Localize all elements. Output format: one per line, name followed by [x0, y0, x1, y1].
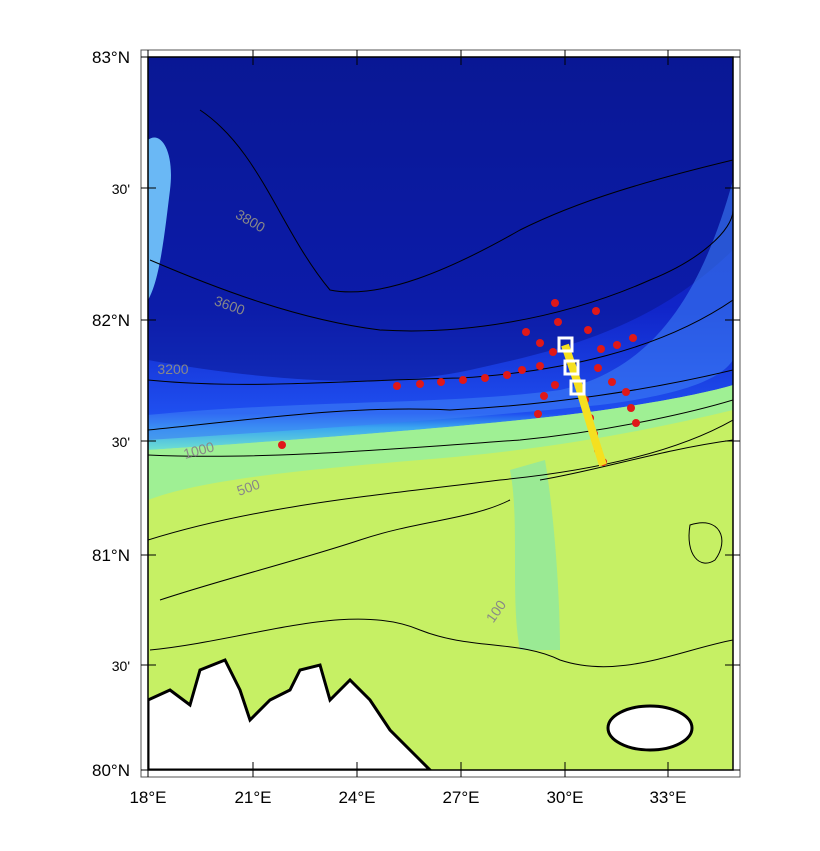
- slope: [148, 180, 733, 440]
- contour-label: 500: [235, 476, 263, 499]
- mooring: [569, 379, 586, 396]
- lon-label: 27°E: [442, 788, 479, 807]
- island-shelf: [148, 137, 171, 300]
- lat-label: 82°N: [92, 311, 130, 330]
- lon-label: 33°E: [649, 788, 686, 807]
- lat-label: 80°N: [92, 761, 130, 780]
- lat-label: 81°N: [92, 546, 130, 565]
- island: [606, 704, 694, 752]
- land: [148, 658, 433, 770]
- contour-label: 1000: [182, 438, 216, 462]
- lon-label: 24°E: [338, 788, 375, 807]
- frame: [147, 56, 734, 771]
- mooring: [557, 336, 574, 353]
- lat-label: 83°N: [92, 48, 130, 67]
- lat-label: 30': [112, 658, 130, 674]
- lon-label: 30°E: [546, 788, 583, 807]
- shelf: [148, 385, 733, 770]
- lon-label: 18°E: [129, 788, 166, 807]
- trough: [510, 460, 560, 650]
- outer-frame: [140, 49, 741, 778]
- deep-basin: [148, 57, 733, 381]
- contour-label: 3200: [157, 361, 188, 377]
- lon-label: 21°E: [234, 788, 271, 807]
- lat-label: 30': [112, 434, 130, 450]
- mooring: [563, 359, 580, 376]
- map-body: [148, 57, 733, 770]
- lat-label: 30': [112, 181, 130, 197]
- transect: [561, 343, 607, 467]
